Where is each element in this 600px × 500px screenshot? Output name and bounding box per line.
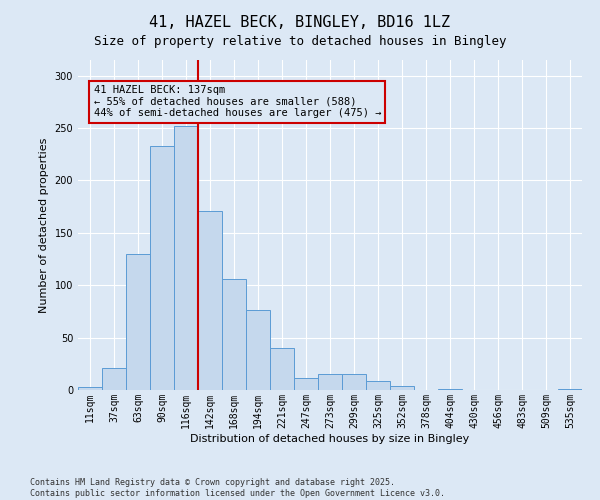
Bar [246,310,270,390]
X-axis label: Distribution of detached houses by size in Bingley: Distribution of detached houses by size … [190,434,470,444]
Bar [390,386,414,390]
Bar [102,368,126,390]
Bar [558,389,582,390]
Text: Size of property relative to detached houses in Bingley: Size of property relative to detached ho… [94,35,506,48]
Bar [126,254,150,390]
Y-axis label: Number of detached properties: Number of detached properties [39,138,49,312]
Bar [150,146,174,390]
Bar [270,348,294,390]
Bar [174,126,198,390]
Bar [342,374,366,390]
Bar [198,211,222,390]
Bar [438,389,462,390]
Text: 41, HAZEL BECK, BINGLEY, BD16 1LZ: 41, HAZEL BECK, BINGLEY, BD16 1LZ [149,15,451,30]
Text: Contains HM Land Registry data © Crown copyright and database right 2025.
Contai: Contains HM Land Registry data © Crown c… [30,478,445,498]
Bar [318,374,342,390]
Bar [222,279,246,390]
Bar [294,378,318,390]
Text: 41 HAZEL BECK: 137sqm
← 55% of detached houses are smaller (588)
44% of semi-det: 41 HAZEL BECK: 137sqm ← 55% of detached … [94,85,381,118]
Bar [78,387,102,390]
Bar [366,380,390,390]
